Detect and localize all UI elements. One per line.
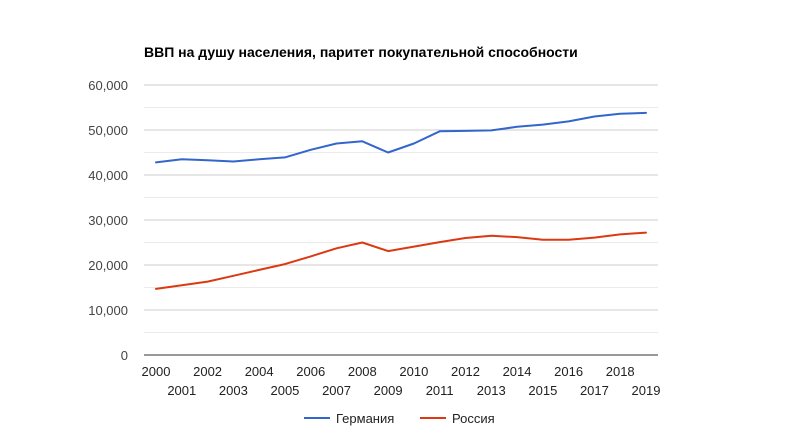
y-tick-label: 50,000 — [88, 123, 128, 138]
x-tick-label: 2011 — [426, 383, 454, 398]
y-tick-label: 40,000 — [88, 168, 128, 183]
x-tick-label: 2001 — [167, 383, 196, 398]
chart-title: ВВП на душу населения, паритет покупател… — [144, 44, 578, 60]
x-axis-ticks: 2000 2001 2002 2003 2004 2005 2006 2007 2008 2009… — [142, 364, 661, 398]
y-tick-label: 0 — [121, 348, 128, 363]
y-tick-label: 30,000 — [88, 213, 128, 228]
y-tick-label: 60,000 — [88, 78, 128, 93]
x-tick-label: 2016 — [554, 364, 583, 379]
x-tick-label: 2004 — [245, 364, 274, 379]
x-tick-label: 2002 — [193, 364, 222, 379]
x-tick-label: 2018 — [606, 364, 635, 379]
x-tick-label: 2015 — [528, 383, 557, 398]
x-tick-label: 2007 — [322, 383, 351, 398]
x-tick-label: 2019 — [632, 383, 661, 398]
x-tick-label: 2009 — [374, 383, 403, 398]
y-axis-ticks: 0 10,000 20,000 30,000 40,000 50,000 60,000 — [88, 78, 128, 363]
x-tick-label: 2013 — [477, 383, 506, 398]
y-tick-label: 10,000 — [88, 303, 128, 318]
y-tick-label: 20,000 — [88, 258, 128, 273]
gridlines — [144, 84, 658, 333]
x-tick-label: 2017 — [580, 383, 609, 398]
x-tick-label: 2005 — [270, 383, 299, 398]
legend: Германия Россия — [304, 411, 495, 426]
x-tick-label: 2010 — [399, 364, 428, 379]
x-tick-label: 2014 — [503, 364, 532, 379]
x-tick-label: 2003 — [219, 383, 248, 398]
series-line-германия — [155, 111, 647, 164]
series-line-россия — [155, 231, 647, 290]
legend-label-россия: Россия — [452, 411, 495, 426]
x-tick-label: 2006 — [296, 364, 325, 379]
legend-label-германия: Германия — [336, 411, 394, 426]
x-tick-label: 2008 — [348, 364, 377, 379]
x-tick-label: 2000 — [142, 364, 171, 379]
x-tick-label: 2012 — [451, 364, 480, 379]
